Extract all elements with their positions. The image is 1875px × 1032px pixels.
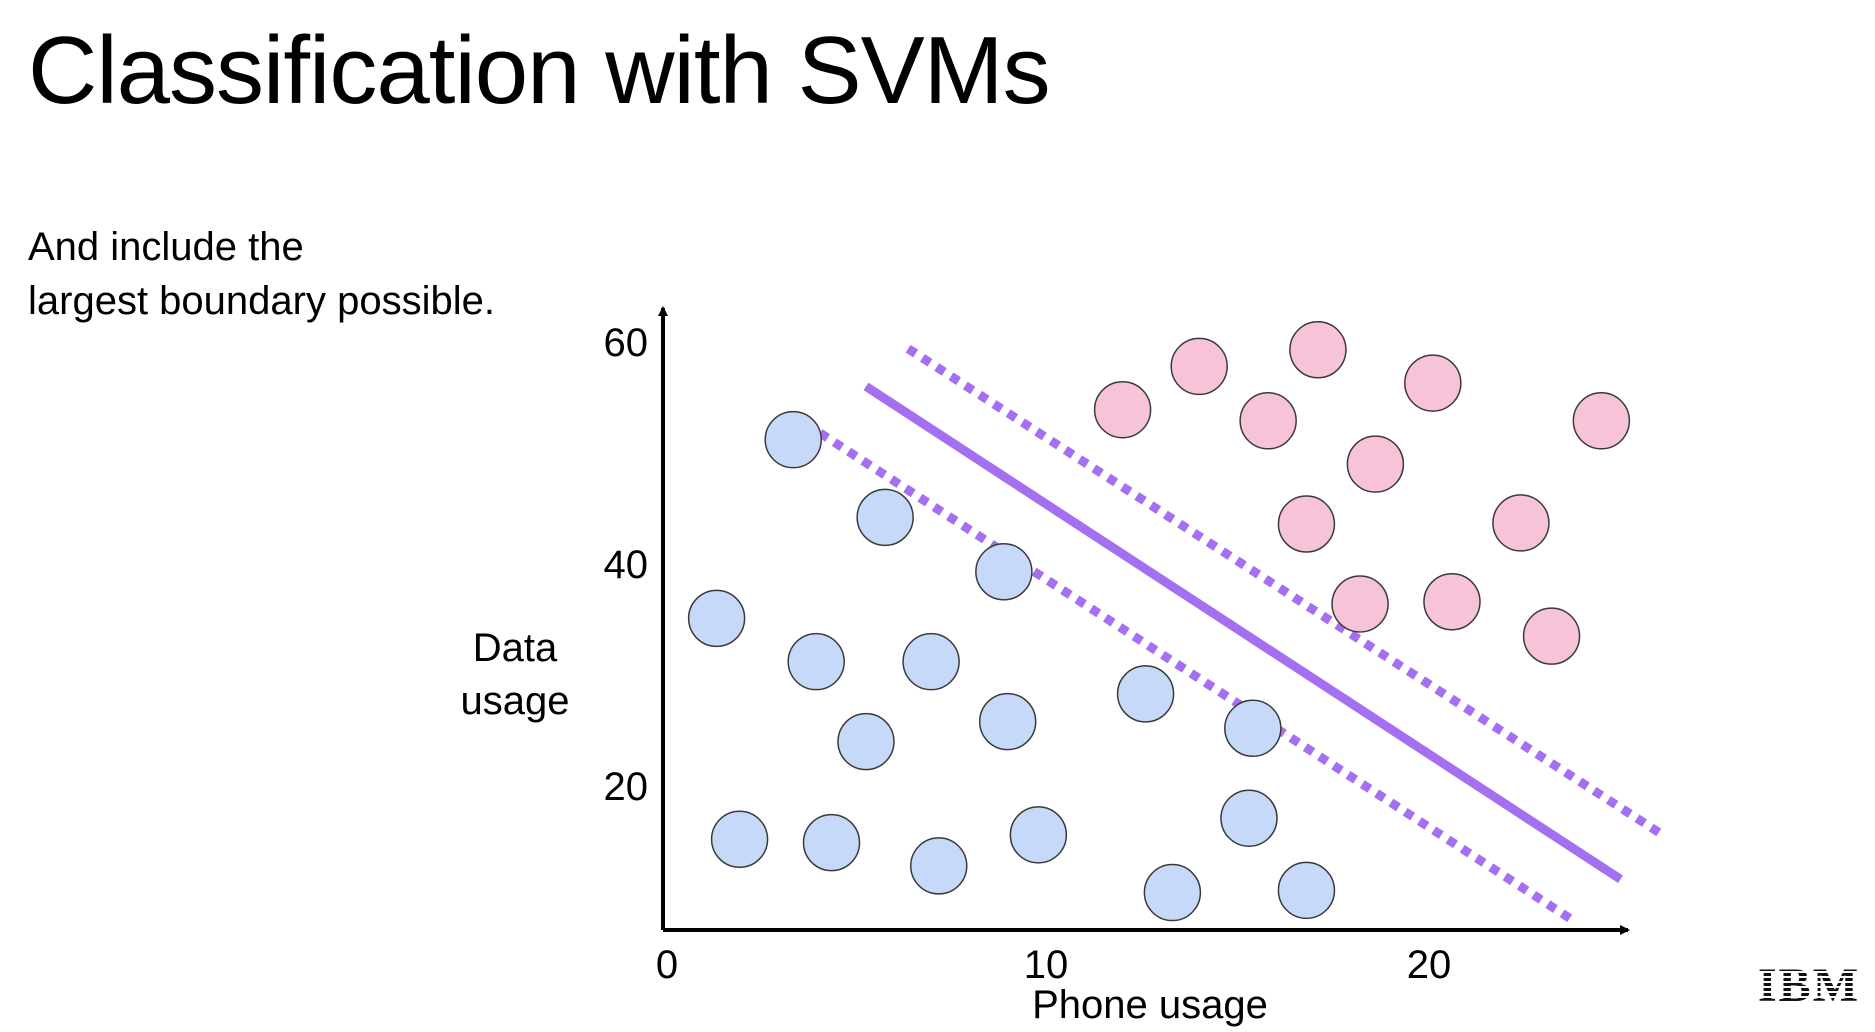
subtitle-line-2: largest boundary possible. [28,279,495,323]
data-point-blue [978,692,1037,751]
y-axis-label: Data usage [430,622,600,728]
data-point-blue [856,488,914,547]
data-point-pink [1423,572,1481,631]
slide-title: Classification with SVMs [28,17,1051,124]
slide-subtitle: And include the largest boundary possibl… [28,220,495,328]
x-axis-label: Phone usage [1032,983,1268,1027]
data-point-blue [802,813,861,872]
data-point-blue [787,632,845,691]
data-point-pink [1093,380,1152,439]
svm-margin-line-1 [905,344,1666,839]
y-axis-label-line-1: Data [472,626,558,670]
data-point-blue [1009,806,1068,864]
boundary-layer [817,344,1666,926]
data-point-blue [902,632,960,691]
data-point-blue [1143,863,1202,922]
data-point-pink [1170,337,1228,396]
svm-decision-boundary [863,382,1623,884]
data-point-blue [764,410,822,469]
data-point-pink [1331,575,1389,633]
ibm-logo-text: IBM [1758,959,1860,1008]
data-point-pink [1277,495,1336,553]
axis-layer [658,306,1630,935]
data-point-pink [1404,354,1462,412]
data-point-blue [1220,789,1278,847]
data-point-blue [1224,699,1282,758]
x-tick-label: 0 [656,943,678,987]
svm-margin-line-2 [817,429,1577,926]
point-layer [687,321,1631,922]
data-point-pink [1289,321,1347,379]
data-point-pink [1572,392,1631,450]
y-tick-label: 60 [604,321,649,365]
x-tick-label: 10 [1024,943,1069,987]
data-point-pink [1239,392,1297,450]
data-point-pink [1522,607,1581,665]
tick-layer: 0 10 20 20 40 60 [604,321,1452,987]
y-axis-label-line-2: usage [460,679,570,723]
y-tick-label: 40 [604,543,649,587]
data-point-blue [1116,665,1175,723]
data-point-blue [910,837,968,895]
data-point-pink [1492,494,1550,552]
data-point-blue [1277,861,1336,920]
data-point-blue [687,589,746,648]
subtitle-line-1: And include the [28,225,304,269]
y-tick-label: 20 [604,765,649,809]
data-point-blue [975,543,1033,601]
data-point-blue [710,810,769,869]
ibm-logo: IBM [1758,959,1860,1008]
data-point-blue [837,712,895,771]
data-point-pink [1346,435,1405,493]
x-tick-label: 20 [1407,943,1452,987]
